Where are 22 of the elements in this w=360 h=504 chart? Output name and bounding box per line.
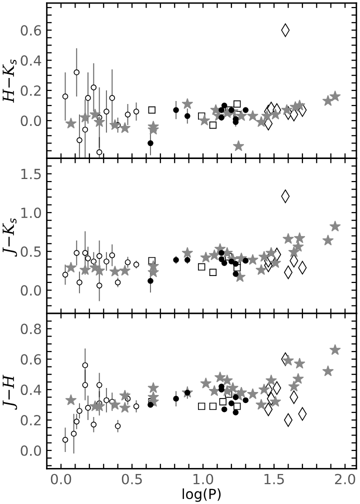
y-tick-label: 0.6 bbox=[20, 354, 42, 365]
y-tick-label: 0.2 bbox=[20, 85, 41, 96]
y-tick-label: 0.2 bbox=[20, 414, 41, 426]
y-tick-label: 0.0 bbox=[20, 445, 42, 456]
y-tick-label: 0.0 bbox=[20, 116, 42, 126]
y-tick-label: 1.5 bbox=[21, 168, 41, 180]
x-tick-label: 1.5 bbox=[264, 474, 284, 484]
x-tick-label: 0.5 bbox=[122, 474, 142, 484]
y-tick-label: 1.0 bbox=[21, 208, 42, 218]
y-tick-label: 0.4 bbox=[20, 384, 42, 396]
y-tick-label: 0.6 bbox=[20, 25, 42, 36]
y-axis-title: J−H bbox=[2, 374, 18, 410]
x-tick-label: 1.0 bbox=[194, 474, 214, 484]
y-tick-label: 0.5 bbox=[20, 246, 41, 257]
x-tick-label: 0.0 bbox=[50, 474, 72, 484]
y-tick-label: 0.0 bbox=[20, 285, 42, 296]
x-axis-title: log(P) bbox=[182, 488, 221, 502]
y-axis-title: H−K$_{s}$ bbox=[2, 59, 17, 103]
y-tick-label: 0.4 bbox=[20, 55, 42, 66]
y-tick-label: 0.8 bbox=[20, 324, 41, 334]
x-tick-label: 2.0 bbox=[335, 474, 356, 484]
y-axis-title: J−K$_{s}$ bbox=[2, 218, 18, 257]
